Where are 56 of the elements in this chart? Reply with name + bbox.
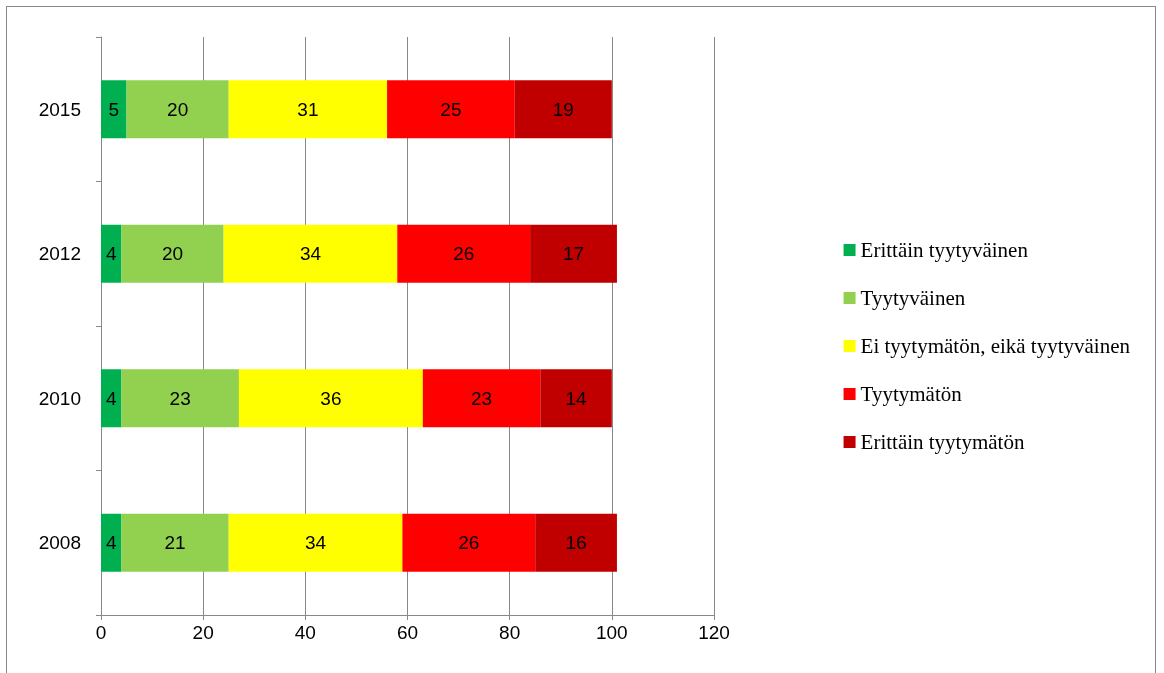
data-label: 20 [167,98,189,120]
bar [397,224,531,283]
bar [101,369,122,428]
x-tick-label: 80 [499,622,521,643]
data-label: 25 [440,98,462,120]
legend-label: Erittäin tyytymätön [860,430,1025,454]
bar [228,80,388,139]
data-label: 20 [161,243,184,265]
y-tick-label: 2008 [38,532,81,554]
bar [238,369,423,428]
y-tick-label: 2015 [38,98,81,120]
bar [402,513,536,572]
bar [121,513,229,572]
data-label: 26 [458,532,480,554]
bar [422,369,541,428]
data-label: 4 [105,243,117,265]
legend-label: Erittäin tyytyväinen [860,238,1029,262]
bar [101,80,127,139]
data-label: 36 [320,387,342,409]
data-label: 34 [299,243,322,265]
data-label: 14 [565,387,588,409]
bar [121,224,224,283]
data-label: 5 [108,98,120,120]
legend-label: Tyytyväinen [860,286,966,310]
data-label: 23 [169,387,191,409]
bar [514,80,612,139]
bar [540,369,612,428]
x-tick-label: 100 [595,622,628,643]
data-label: 4 [105,387,117,409]
data-label: 31 [297,98,319,120]
y-tick-label: 2010 [38,387,81,409]
bar [228,513,403,572]
bar [101,513,122,572]
data-label: 23 [471,387,493,409]
bar [530,224,617,283]
x-tick-label: 120 [698,622,730,643]
bar [223,224,398,283]
data-label: 17 [562,243,585,265]
legend-label: Ei tyytymätön, eikä tyytyväinen [860,334,1131,358]
x-tick-label: 20 [192,622,214,643]
legend-label: Tyytymätön [860,382,963,406]
bar [126,80,229,139]
y-tick-label: 2012 [38,243,81,265]
data-label: 19 [552,98,574,120]
x-tick-label: 60 [396,622,419,643]
bar [535,513,617,572]
bar [387,80,515,139]
x-tick-label: 40 [294,622,316,643]
data-label: 21 [164,532,186,554]
data-label: 4 [105,532,117,554]
data-label: 26 [453,243,475,265]
x-tick-label: 0 [95,622,107,643]
bar [121,369,239,428]
bar [101,224,122,283]
data-label: 34 [304,532,327,554]
data-label: 16 [565,532,587,554]
